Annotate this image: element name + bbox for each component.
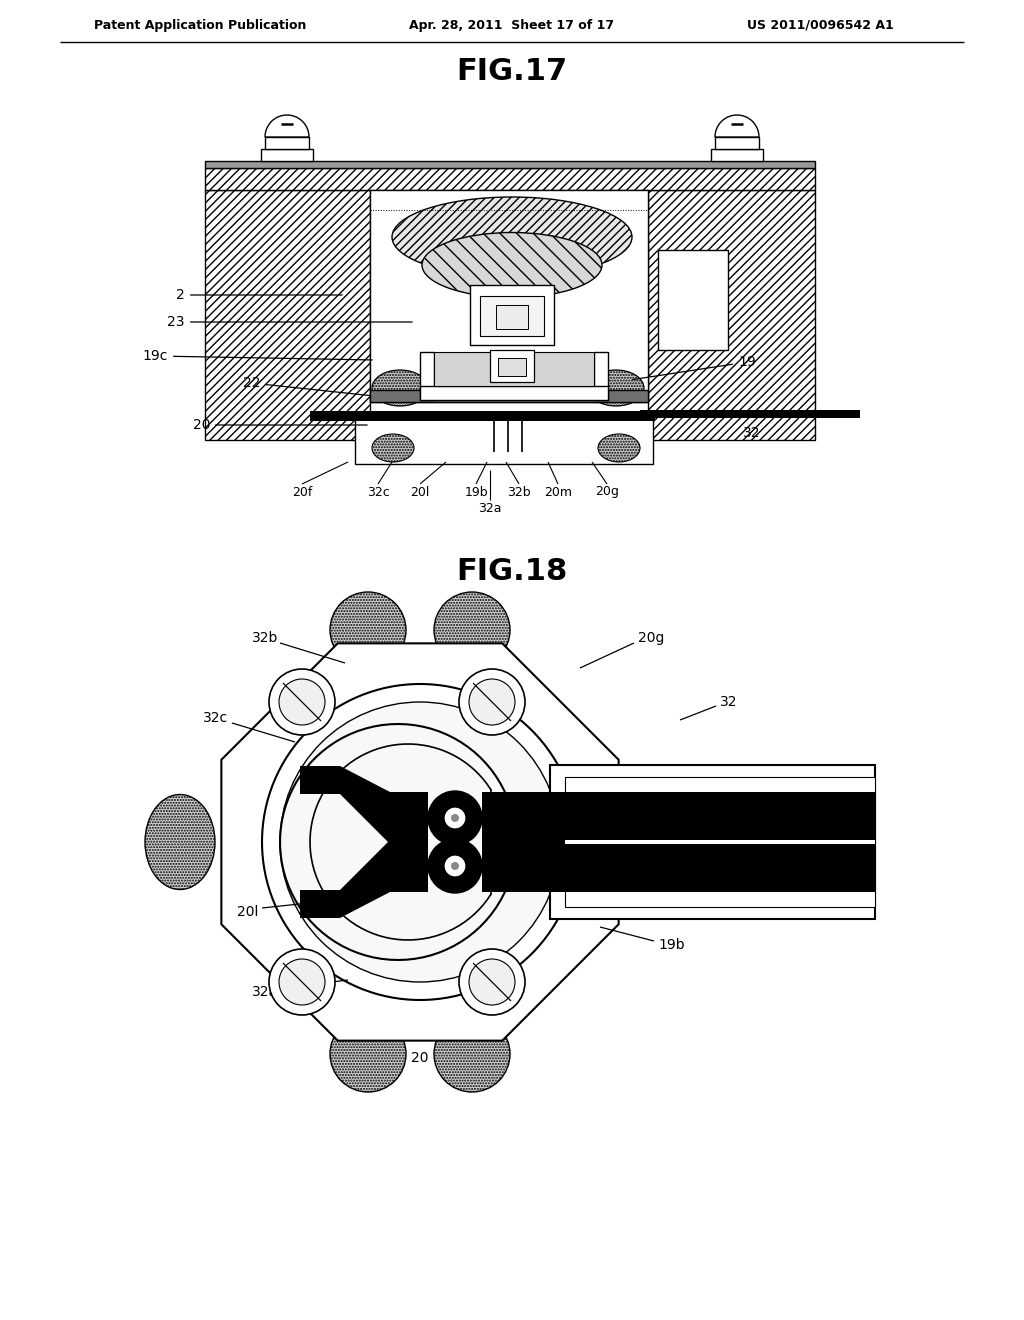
Bar	[565, 777, 874, 907]
Text: 22: 22	[243, 376, 390, 397]
Text: Patent Application Publication: Patent Application Publication	[94, 18, 306, 32]
Circle shape	[434, 1016, 510, 1092]
Bar	[420, 352, 434, 400]
Circle shape	[269, 949, 335, 1015]
Circle shape	[459, 669, 525, 735]
Polygon shape	[482, 792, 565, 843]
Circle shape	[428, 840, 482, 894]
Bar	[565, 840, 874, 843]
Circle shape	[280, 702, 560, 982]
Circle shape	[444, 807, 466, 829]
Bar	[565, 840, 874, 892]
Bar	[496, 305, 528, 329]
Bar	[498, 358, 526, 376]
Circle shape	[444, 855, 466, 876]
Text: 20: 20	[412, 1051, 429, 1065]
Text: 23: 23	[168, 315, 413, 329]
Polygon shape	[482, 840, 565, 892]
Bar	[480, 296, 544, 337]
Text: 20g: 20g	[595, 486, 618, 499]
Bar	[370, 389, 648, 403]
Text: 20l: 20l	[237, 906, 258, 919]
Circle shape	[269, 669, 335, 735]
Text: FIG.18: FIG.18	[457, 557, 567, 586]
Polygon shape	[648, 190, 815, 440]
Circle shape	[279, 678, 325, 725]
Circle shape	[330, 591, 406, 668]
Ellipse shape	[598, 434, 640, 462]
Text: 19: 19	[633, 355, 756, 380]
Text: 32a: 32a	[478, 502, 502, 515]
Text: 32: 32	[743, 426, 761, 440]
Text: 19c: 19c	[142, 348, 373, 363]
Circle shape	[330, 1016, 406, 1092]
Bar	[565, 792, 874, 843]
Text: 32b: 32b	[507, 486, 530, 499]
Bar	[261, 149, 313, 161]
Bar	[550, 766, 874, 919]
Text: 2: 2	[176, 288, 342, 302]
Circle shape	[279, 960, 325, 1005]
Text: 19b: 19b	[658, 939, 685, 952]
Bar	[434, 352, 594, 385]
Bar	[711, 149, 763, 161]
Ellipse shape	[372, 370, 428, 407]
Circle shape	[451, 862, 459, 870]
Polygon shape	[300, 766, 428, 843]
Polygon shape	[221, 643, 618, 1040]
Text: 32b: 32b	[252, 631, 278, 645]
Text: 32a: 32a	[252, 985, 278, 999]
Text: 20f: 20f	[292, 486, 312, 499]
Circle shape	[451, 814, 459, 822]
Bar	[715, 137, 759, 149]
Text: 20m: 20m	[544, 486, 572, 499]
Ellipse shape	[372, 434, 414, 462]
Wedge shape	[265, 115, 309, 137]
Circle shape	[428, 791, 482, 845]
Text: 32c: 32c	[367, 486, 389, 499]
Text: FIG.17: FIG.17	[457, 58, 567, 87]
Circle shape	[469, 960, 515, 1005]
Circle shape	[459, 949, 525, 1015]
Bar	[594, 352, 608, 400]
Ellipse shape	[588, 370, 644, 407]
Circle shape	[262, 684, 578, 1001]
Text: 32: 32	[720, 696, 737, 709]
Text: 20g: 20g	[638, 631, 665, 645]
Text: 19b: 19b	[464, 486, 487, 499]
Circle shape	[469, 678, 515, 725]
Bar	[355, 412, 653, 465]
Ellipse shape	[392, 197, 632, 277]
Text: Apr. 28, 2011  Sheet 17 of 17: Apr. 28, 2011 Sheet 17 of 17	[410, 18, 614, 32]
Bar	[658, 249, 728, 350]
Ellipse shape	[422, 232, 602, 297]
Ellipse shape	[145, 795, 215, 890]
Bar	[470, 285, 554, 345]
Bar	[205, 161, 815, 168]
Polygon shape	[205, 190, 370, 440]
Text: US 2011/0096542 A1: US 2011/0096542 A1	[746, 18, 893, 32]
Bar	[265, 137, 309, 149]
Circle shape	[434, 591, 510, 668]
Text: 32c: 32c	[203, 711, 228, 725]
Text: 20l: 20l	[411, 486, 430, 499]
Bar	[370, 190, 648, 403]
Bar	[640, 411, 860, 418]
Bar	[420, 385, 608, 400]
Polygon shape	[300, 840, 428, 917]
Bar	[205, 168, 815, 190]
Wedge shape	[715, 115, 759, 137]
Bar	[490, 411, 655, 421]
Bar	[310, 411, 490, 421]
Text: 20: 20	[193, 418, 368, 432]
Bar	[490, 350, 534, 381]
